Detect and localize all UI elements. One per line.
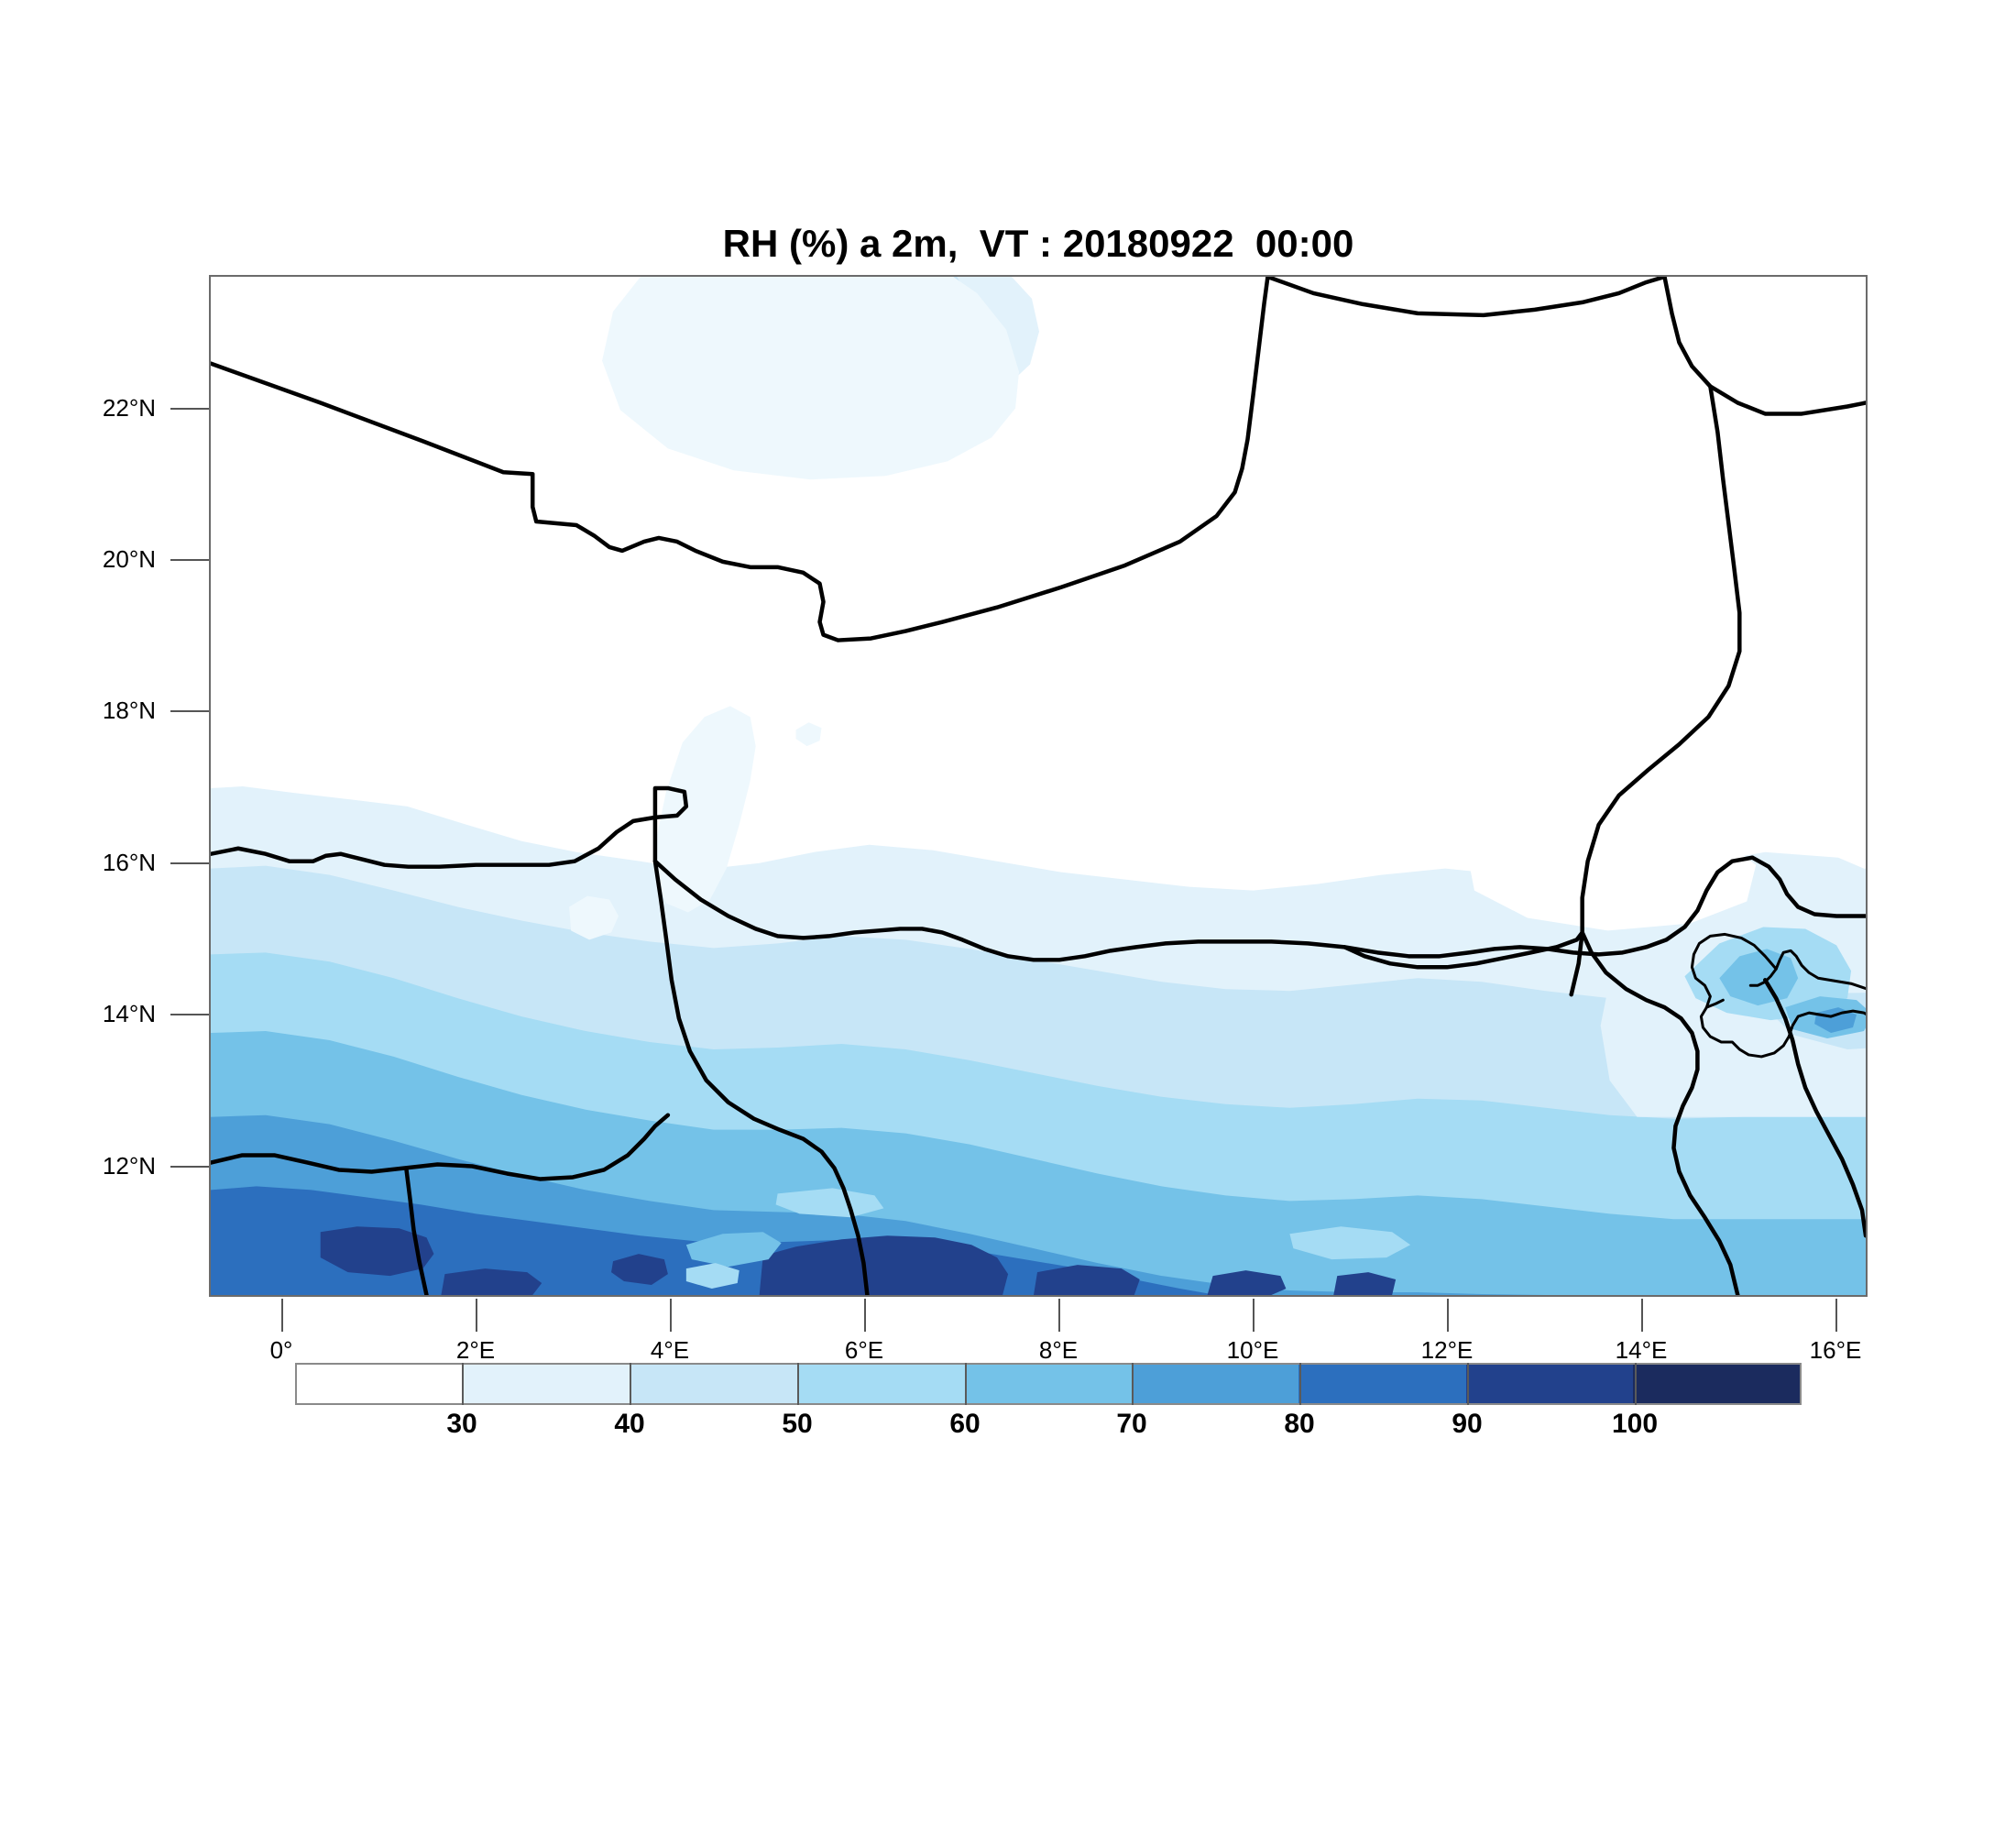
xtick-mark-12e xyxy=(1447,1299,1449,1332)
colorbar-segment-2 xyxy=(630,1365,798,1403)
colorbar-label-60: 60 xyxy=(949,1409,981,1439)
xtick-mark-4e xyxy=(670,1299,672,1332)
ytick-mark-20n xyxy=(170,559,209,561)
colorbar-label-80: 80 xyxy=(1284,1409,1315,1439)
xtick-label-16e: 16°E xyxy=(1809,1336,1862,1364)
ytick-mark-16n xyxy=(170,862,209,864)
xtick-mark-8e xyxy=(1058,1299,1060,1332)
xtick-mark-0 xyxy=(281,1299,283,1332)
colorbar-segment-3 xyxy=(797,1365,965,1403)
colorbar-segment-1 xyxy=(464,1365,631,1403)
colorbar-divider-80 xyxy=(1299,1363,1301,1405)
contour-island-light-c xyxy=(1427,1224,1539,1260)
colorbar-divider-100 xyxy=(1635,1363,1637,1405)
colorbar-label-30: 30 xyxy=(446,1409,477,1439)
contour-east-dry-hole xyxy=(1464,822,1757,931)
colorbar-label-40: 40 xyxy=(614,1409,645,1439)
contour-band-90-100-g xyxy=(1333,1272,1397,1295)
colorbar-segment-8 xyxy=(1632,1365,1800,1403)
contour-island-light-d xyxy=(1289,1226,1411,1260)
xtick-label-6e: 6°E xyxy=(844,1336,884,1364)
xtick-mark-10e xyxy=(1253,1299,1255,1332)
colorbar-divider-30 xyxy=(462,1363,464,1405)
contour-band-90-100-a xyxy=(759,1235,1009,1295)
contour-island-light-a xyxy=(685,1232,782,1268)
colorbar-label-90: 90 xyxy=(1452,1409,1483,1439)
xtick-label-10e: 10°E xyxy=(1226,1336,1279,1364)
colorbar-segment-5 xyxy=(1132,1365,1299,1403)
contour-patch-nw-b xyxy=(569,895,619,940)
ytick-label-22n: 22°N xyxy=(102,394,156,422)
xtick-label-8e: 8°E xyxy=(1038,1336,1079,1364)
contour-patch-nw-a xyxy=(654,706,756,913)
rh-contour-map xyxy=(211,277,1866,1295)
colorbar-label-100: 100 xyxy=(1611,1409,1659,1439)
xtick-mark-14e xyxy=(1641,1299,1643,1332)
xtick-mark-2e xyxy=(476,1299,477,1332)
ytick-mark-14n xyxy=(170,1014,209,1015)
colorbar-label-50: 50 xyxy=(782,1409,813,1439)
xtick-mark-6e xyxy=(864,1299,866,1332)
contour-band-90-100-c xyxy=(441,1268,542,1295)
xtick-mark-16e xyxy=(1835,1299,1837,1332)
colorbar-label-70: 70 xyxy=(1116,1409,1147,1439)
ytick-label-12n: 12°N xyxy=(102,1152,156,1180)
contour-chad-darkspot xyxy=(1814,1007,1857,1034)
contour-island-light-b xyxy=(685,1263,740,1290)
country-borders xyxy=(211,277,1866,1295)
contour-band-90-100-d xyxy=(1034,1265,1140,1295)
colorbar-strip[interactable] xyxy=(295,1363,1802,1405)
contour-air-halo xyxy=(602,277,1020,480)
colorbar-segment-0 xyxy=(297,1365,465,1403)
map-plot-area[interactable] xyxy=(209,275,1868,1297)
contour-band-90-100-b xyxy=(320,1226,434,1277)
colorbar[interactable]: 30 40 50 60 70 80 90 100 xyxy=(295,1363,1802,1439)
colorbar-divider-70 xyxy=(1132,1363,1134,1405)
ytick-label-20n: 20°N xyxy=(102,545,156,573)
contour-band-90-100-e xyxy=(611,1254,668,1286)
ytick-label-18n: 18°N xyxy=(102,697,156,724)
ytick-mark-22n xyxy=(170,408,209,410)
xtick-label-4e: 4°E xyxy=(650,1336,690,1364)
xtick-label-12e: 12°E xyxy=(1420,1336,1474,1364)
contour-patch-nw-c xyxy=(795,722,822,747)
colorbar-segment-4 xyxy=(964,1365,1133,1403)
contour-island-light-e xyxy=(775,1188,884,1218)
xtick-label-0: 0° xyxy=(269,1336,293,1364)
xtick-label-2e: 2°E xyxy=(455,1336,496,1364)
colorbar-divider-60 xyxy=(965,1363,967,1405)
colorbar-divider-40 xyxy=(630,1363,631,1405)
colorbar-divider-50 xyxy=(797,1363,799,1405)
colorbar-segment-7 xyxy=(1465,1365,1633,1403)
colorbar-divider-90 xyxy=(1467,1363,1469,1405)
lake-chad-outline xyxy=(1690,932,1866,1059)
page-title: RH (%) a 2m, VT : 20180922 00:00 xyxy=(722,222,1354,265)
ytick-label-16n: 16°N xyxy=(102,849,156,876)
contour-band-90-100-f xyxy=(1207,1270,1287,1295)
ytick-mark-12n xyxy=(170,1166,209,1168)
ytick-label-14n: 14°N xyxy=(102,1000,156,1027)
ytick-mark-18n xyxy=(170,710,209,712)
colorbar-segment-6 xyxy=(1298,1365,1466,1403)
xtick-label-14e: 14°E xyxy=(1615,1336,1668,1364)
